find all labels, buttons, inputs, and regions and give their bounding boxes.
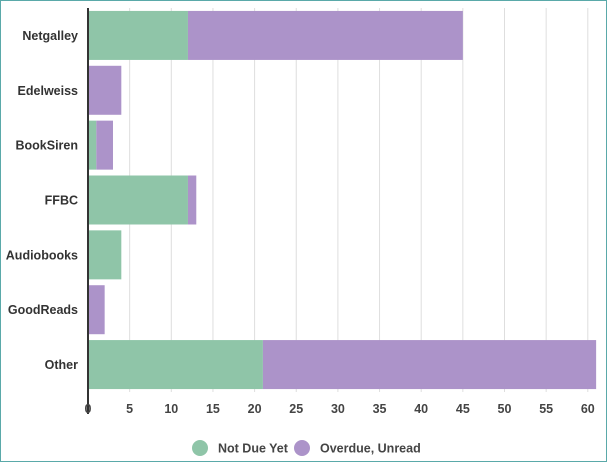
- category-label: BookSiren: [15, 139, 78, 153]
- x-tick-label: 35: [373, 402, 387, 416]
- bar-overdue-unread-netgalley: [187, 10, 463, 60]
- x-tick-label: 60: [581, 402, 595, 416]
- x-tick-label: 10: [164, 402, 178, 416]
- legend-label: Overdue, Unread: [320, 442, 421, 456]
- category-label: Edelweiss: [18, 84, 78, 98]
- x-tick-label: 25: [289, 402, 303, 416]
- bar-overdue-unread-booksiren: [96, 120, 113, 170]
- bar-overdue-unread-ffbc: [187, 175, 197, 225]
- x-tick-label: 5: [126, 402, 133, 416]
- bars: [88, 10, 597, 390]
- category-labels: Netgalley Edelweiss BookSiren FFBC Audiobook…: [6, 29, 78, 372]
- x-tick-label: 55: [539, 402, 553, 416]
- gridlines: [129, 8, 589, 392]
- legend-label: Not Due Yet: [218, 442, 289, 456]
- x-tick-label: 0: [85, 402, 92, 416]
- legend-swatch: [192, 440, 208, 456]
- bar-not-due-yet-ffbc: [88, 175, 188, 225]
- bar-overdue-unread-goodreads: [88, 285, 105, 335]
- category-label: Audiobooks: [6, 248, 78, 262]
- x-tick-label: 45: [456, 402, 470, 416]
- bar-not-due-yet-netgalley: [88, 10, 188, 60]
- category-label: Other: [45, 358, 78, 372]
- x-tick-label: 40: [414, 402, 428, 416]
- bar-overdue-unread-edelweiss: [88, 65, 122, 115]
- category-label: FFBC: [45, 194, 78, 208]
- x-tick-label: 15: [206, 402, 220, 416]
- x-tick-label: 20: [248, 402, 262, 416]
- bar-not-due-yet-other: [88, 340, 263, 390]
- bar-overdue-unread-other: [262, 340, 597, 390]
- bar-not-due-yet-audiobooks: [88, 230, 122, 280]
- category-label: Netgalley: [22, 29, 78, 43]
- category-label: GoodReads: [8, 303, 78, 317]
- x-tick-labels: 0 5 10 15 20 25 30 35 40 45 50 55 60: [85, 402, 595, 416]
- legend-swatch: [294, 440, 310, 456]
- legend: Not Due Yet Overdue, Unread: [192, 440, 421, 456]
- bar-not-due-yet-booksiren: [88, 120, 97, 170]
- x-tick-label: 30: [331, 402, 345, 416]
- x-tick-label: 50: [498, 402, 512, 416]
